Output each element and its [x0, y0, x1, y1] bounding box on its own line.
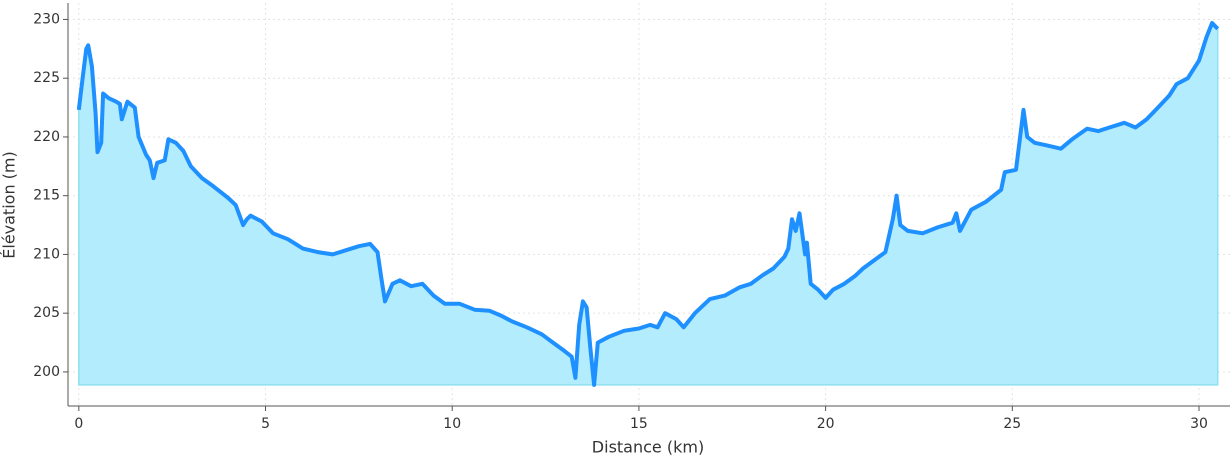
- x-tick-label: 0: [74, 416, 83, 432]
- area-fill: [78, 21, 1219, 386]
- y-axis-label: Élévation (m): [0, 151, 19, 258]
- x-axis-label: Distance (km): [592, 438, 704, 457]
- y-tick-label: 230: [33, 11, 60, 27]
- x-tick-label: 5: [261, 416, 270, 432]
- y-tick-label: 200: [33, 364, 60, 380]
- y-tick-label: 215: [33, 188, 60, 204]
- x-tick-label: 15: [630, 416, 648, 432]
- elevation-line: [76, 21, 1220, 387]
- y-tick-label: 205: [33, 305, 60, 321]
- y-tick-label: 220: [33, 129, 60, 145]
- y-tick-label: 225: [33, 70, 60, 86]
- y-tick-label: 210: [33, 246, 60, 262]
- x-tick-label: 30: [1190, 416, 1208, 432]
- x-tick-label: 25: [1003, 416, 1021, 432]
- x-tick-label: 20: [817, 416, 835, 432]
- x-tick-label: 10: [443, 416, 461, 432]
